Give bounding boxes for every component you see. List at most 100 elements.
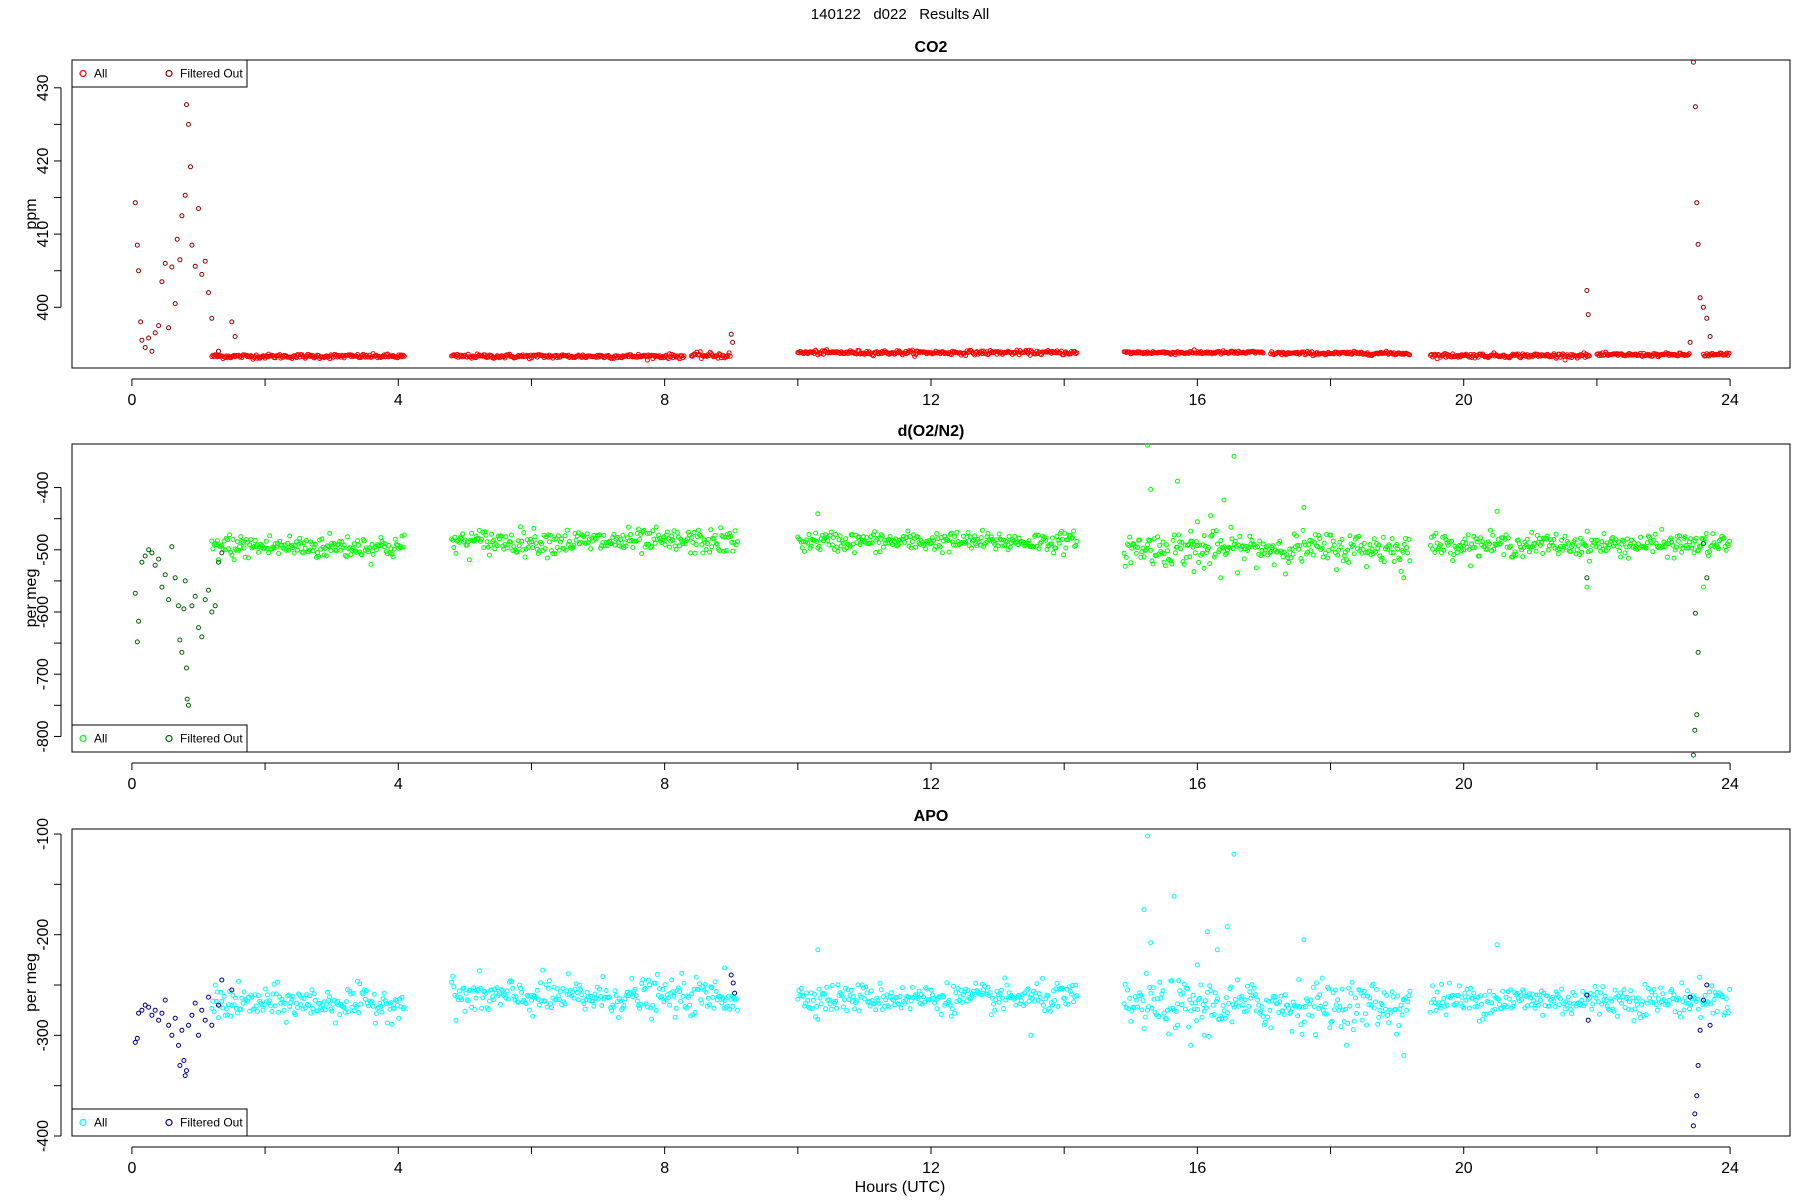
data-point <box>939 992 945 998</box>
data-point <box>343 999 349 1005</box>
data-point <box>1688 536 1694 542</box>
data-point <box>685 994 691 1000</box>
y-tick-label: -200 <box>35 919 52 951</box>
data-point <box>1682 534 1688 540</box>
filtered-point <box>192 263 198 269</box>
data-point <box>1433 1007 1439 1013</box>
data-point <box>274 979 280 985</box>
data-point <box>1572 537 1578 543</box>
data-point <box>703 989 709 995</box>
data-point <box>635 526 641 532</box>
data-point <box>908 545 914 551</box>
filtered-point <box>156 1017 162 1023</box>
data-point <box>724 531 730 537</box>
data-point <box>973 980 979 986</box>
data-point <box>642 986 648 991</box>
data-point <box>1611 543 1617 549</box>
data-point <box>1349 979 1355 985</box>
data-point <box>1648 999 1654 1005</box>
data-point <box>1521 989 1527 995</box>
data-point <box>1215 996 1220 1002</box>
data-point <box>1073 351 1079 357</box>
data-point <box>1650 549 1656 555</box>
data-point <box>897 537 903 543</box>
data-point <box>1174 478 1180 484</box>
data-point <box>1149 558 1155 564</box>
data-point <box>1528 544 1533 550</box>
data-point <box>1553 355 1559 361</box>
data-point <box>401 532 407 538</box>
data-point <box>1141 554 1147 560</box>
data-point <box>1342 1006 1348 1012</box>
data-point <box>325 989 330 995</box>
filtered-point <box>732 990 738 996</box>
data-point <box>886 1004 892 1010</box>
data-point <box>1160 539 1166 545</box>
data-point <box>873 1007 879 1013</box>
data-point <box>1072 543 1078 549</box>
data-point <box>1074 538 1080 544</box>
data-point <box>1201 565 1207 571</box>
data-point <box>878 532 884 538</box>
data-point <box>1201 1008 1207 1014</box>
data-point <box>367 545 373 551</box>
data-point <box>1389 536 1395 542</box>
filtered-point <box>132 590 138 596</box>
data-point <box>825 538 831 544</box>
filtered-point <box>176 603 181 609</box>
data-point <box>1126 1006 1132 1012</box>
data-point <box>361 987 367 993</box>
data-point <box>210 998 216 1004</box>
data-point <box>1325 555 1331 561</box>
data-point <box>833 999 839 1004</box>
data-point <box>1400 549 1406 555</box>
data-point <box>260 1007 266 1013</box>
data-point <box>913 544 919 550</box>
data-point <box>607 994 612 1000</box>
data-point <box>1395 993 1401 999</box>
data-point <box>1723 996 1729 1002</box>
data-point <box>603 988 609 993</box>
data-point <box>645 541 651 547</box>
data-point <box>620 532 626 538</box>
data-point <box>213 999 219 1004</box>
data-point <box>1132 544 1138 550</box>
data-point <box>1558 996 1563 1002</box>
data-point <box>800 993 806 999</box>
data-point <box>1714 1009 1720 1014</box>
data-point <box>216 1015 221 1021</box>
data-point <box>1275 549 1281 554</box>
data-point <box>218 989 224 995</box>
data-point <box>934 531 940 537</box>
data-point <box>1592 537 1598 543</box>
data-point <box>1532 1005 1538 1011</box>
data-point <box>377 1000 383 1006</box>
data-point <box>1405 999 1411 1005</box>
data-point <box>710 994 716 1000</box>
data-point <box>1400 350 1406 356</box>
filtered-point <box>1694 200 1700 206</box>
data-point <box>292 1012 298 1018</box>
data-point <box>301 996 307 1002</box>
data-point <box>1513 552 1519 558</box>
data-point <box>1267 550 1273 556</box>
data-point <box>1319 545 1325 551</box>
data-point <box>565 971 571 977</box>
data-point <box>1351 1018 1357 1024</box>
data-point <box>289 996 295 1002</box>
filtered-point <box>166 597 172 603</box>
filtered-point <box>206 994 211 1000</box>
x-tick-label: 0 <box>127 392 136 409</box>
data-point <box>532 534 538 540</box>
filtered-point <box>152 1007 158 1013</box>
data-point <box>361 538 367 544</box>
data-point <box>953 542 959 548</box>
data-point <box>1191 1006 1197 1012</box>
filtered-point <box>1700 304 1706 310</box>
data-point <box>299 995 305 1001</box>
data-point <box>1272 994 1278 1000</box>
data-point <box>1188 528 1194 534</box>
legend-marker <box>79 734 87 743</box>
data-point <box>928 987 934 993</box>
data-point <box>295 547 300 553</box>
